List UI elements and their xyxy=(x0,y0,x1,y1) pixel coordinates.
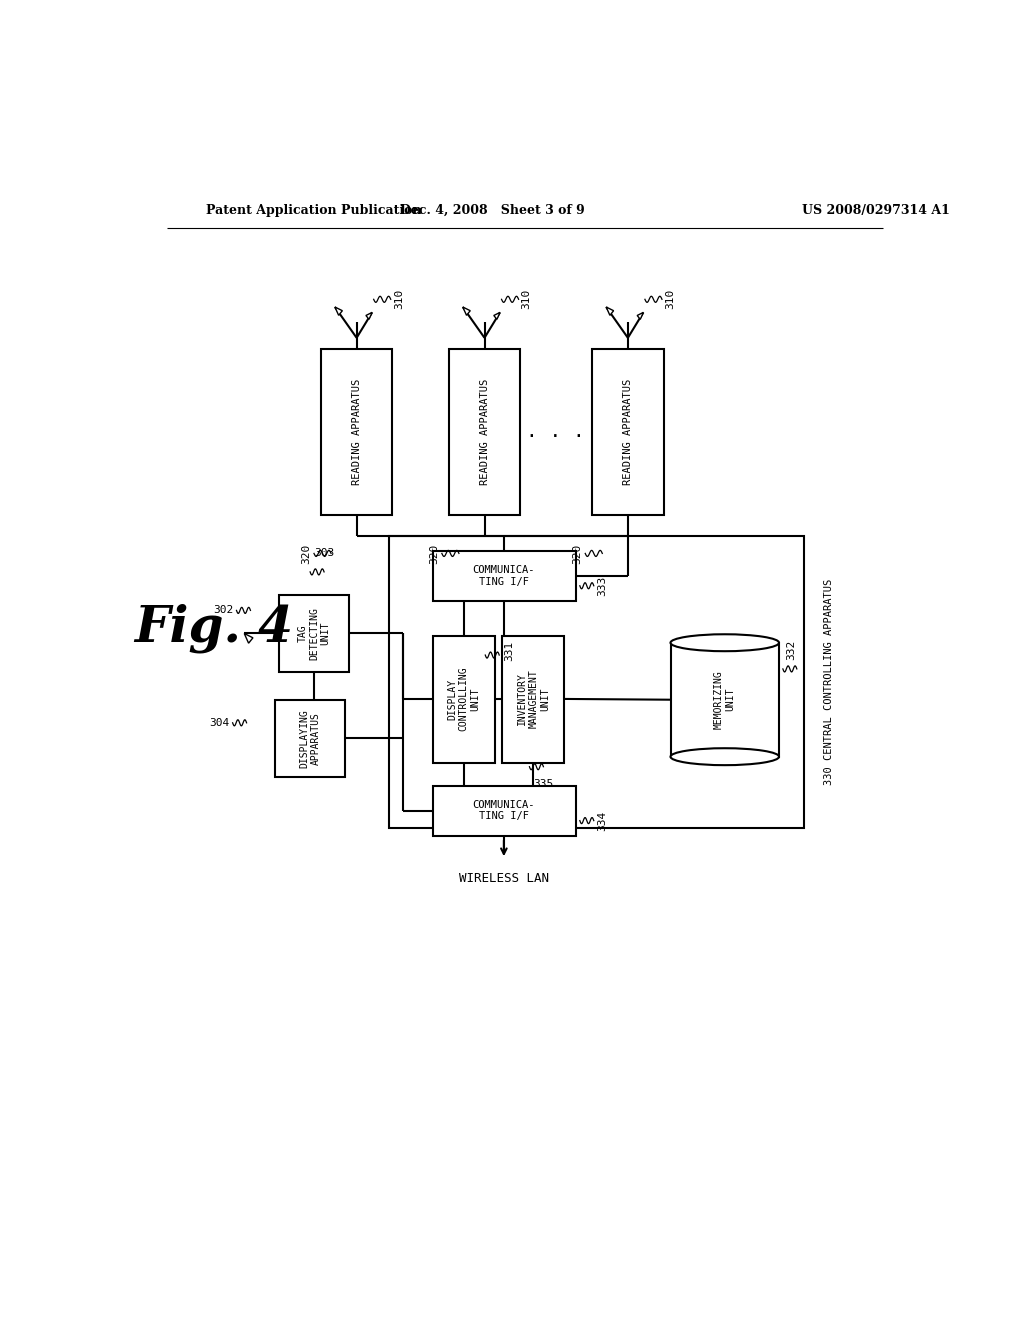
Text: 332: 332 xyxy=(786,639,796,660)
Bar xyxy=(592,350,664,515)
Text: 333: 333 xyxy=(597,576,607,595)
Bar xyxy=(389,536,804,829)
Text: READING APPARATUS: READING APPARATUS xyxy=(351,379,361,484)
Text: 310: 310 xyxy=(521,289,531,309)
Text: 320: 320 xyxy=(429,544,438,564)
Polygon shape xyxy=(245,634,253,643)
Text: . . .: . . . xyxy=(526,422,585,441)
Text: 302: 302 xyxy=(213,606,233,615)
Text: TAG
DETECTING
UNIT: TAG DETECTING UNIT xyxy=(297,607,331,660)
Text: READING APPARATUS: READING APPARATUS xyxy=(479,379,489,484)
Polygon shape xyxy=(637,313,643,319)
Text: DISPLAY
CONTROLLING
UNIT: DISPLAY CONTROLLING UNIT xyxy=(446,667,480,731)
Text: US 2008/0297314 A1: US 2008/0297314 A1 xyxy=(802,205,950,218)
Text: DISPLAYING
APPARATUS: DISPLAYING APPARATUS xyxy=(299,709,321,768)
Text: Fig. 4: Fig. 4 xyxy=(134,603,293,653)
Bar xyxy=(432,552,575,601)
Text: WIRELESS LAN: WIRELESS LAN xyxy=(459,871,549,884)
Bar xyxy=(321,350,392,515)
Text: 303: 303 xyxy=(314,548,334,557)
Text: COMMUNICA-
TING I/F: COMMUNICA- TING I/F xyxy=(473,565,536,586)
Text: Dec. 4, 2008   Sheet 3 of 9: Dec. 4, 2008 Sheet 3 of 9 xyxy=(400,205,585,218)
Text: MEMORIZING
UNIT: MEMORIZING UNIT xyxy=(714,671,735,729)
Text: INVENTORY
MANAGEMENT
UNIT: INVENTORY MANAGEMENT UNIT xyxy=(517,669,550,729)
Bar xyxy=(280,595,349,672)
Ellipse shape xyxy=(671,748,779,766)
Bar xyxy=(449,350,520,515)
Text: 335: 335 xyxy=(534,779,554,788)
Ellipse shape xyxy=(671,635,779,651)
Text: 320: 320 xyxy=(301,544,311,564)
Text: 331: 331 xyxy=(504,642,514,661)
Polygon shape xyxy=(494,313,500,319)
Text: 320: 320 xyxy=(572,544,583,564)
Bar xyxy=(432,636,495,763)
Text: 330 CENTRAL CONTROLLING APPARATUS: 330 CENTRAL CONTROLLING APPARATUS xyxy=(824,579,835,785)
Polygon shape xyxy=(335,308,342,315)
Polygon shape xyxy=(366,313,372,319)
Text: 310: 310 xyxy=(394,289,403,309)
Bar xyxy=(671,643,779,756)
Polygon shape xyxy=(606,308,613,315)
Text: READING APPARATUS: READING APPARATUS xyxy=(623,379,633,484)
Text: 334: 334 xyxy=(597,810,607,830)
Text: Patent Application Publication: Patent Application Publication xyxy=(206,205,421,218)
Polygon shape xyxy=(463,308,470,315)
Bar xyxy=(503,636,564,763)
Text: 304: 304 xyxy=(209,718,229,727)
Bar xyxy=(275,700,345,776)
Text: COMMUNICA-
TING I/F: COMMUNICA- TING I/F xyxy=(473,800,536,821)
Text: 310: 310 xyxy=(665,289,675,309)
Bar xyxy=(432,785,575,836)
